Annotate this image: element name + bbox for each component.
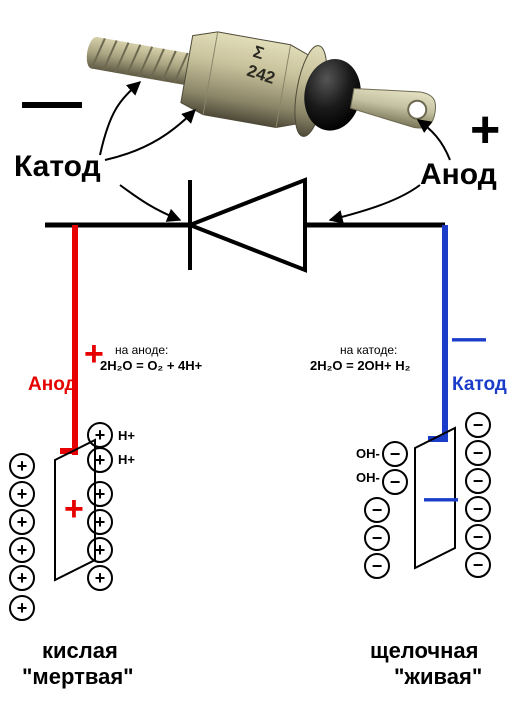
ion-glyph: −	[372, 528, 383, 548]
ion-glyph: −	[473, 415, 484, 435]
bottom-right-2: "живая"	[394, 664, 482, 690]
ions-right: −−−−−−−−−−−	[0, 0, 517, 701]
bottom-left-1: кислая	[42, 638, 118, 664]
bottom-right-1: щелочная	[370, 638, 479, 664]
ion-glyph: −	[473, 471, 484, 491]
ion-glyph: −	[473, 443, 484, 463]
ion-glyph: −	[390, 444, 401, 464]
ion-glyph: −	[390, 472, 401, 492]
ion-glyph: −	[473, 527, 484, 547]
bottom-left-2: "мертвая"	[22, 664, 134, 690]
ion-glyph: −	[473, 555, 484, 575]
ion-glyph: −	[372, 500, 383, 520]
ion-glyph: −	[473, 499, 484, 519]
ion-glyph: −	[372, 556, 383, 576]
